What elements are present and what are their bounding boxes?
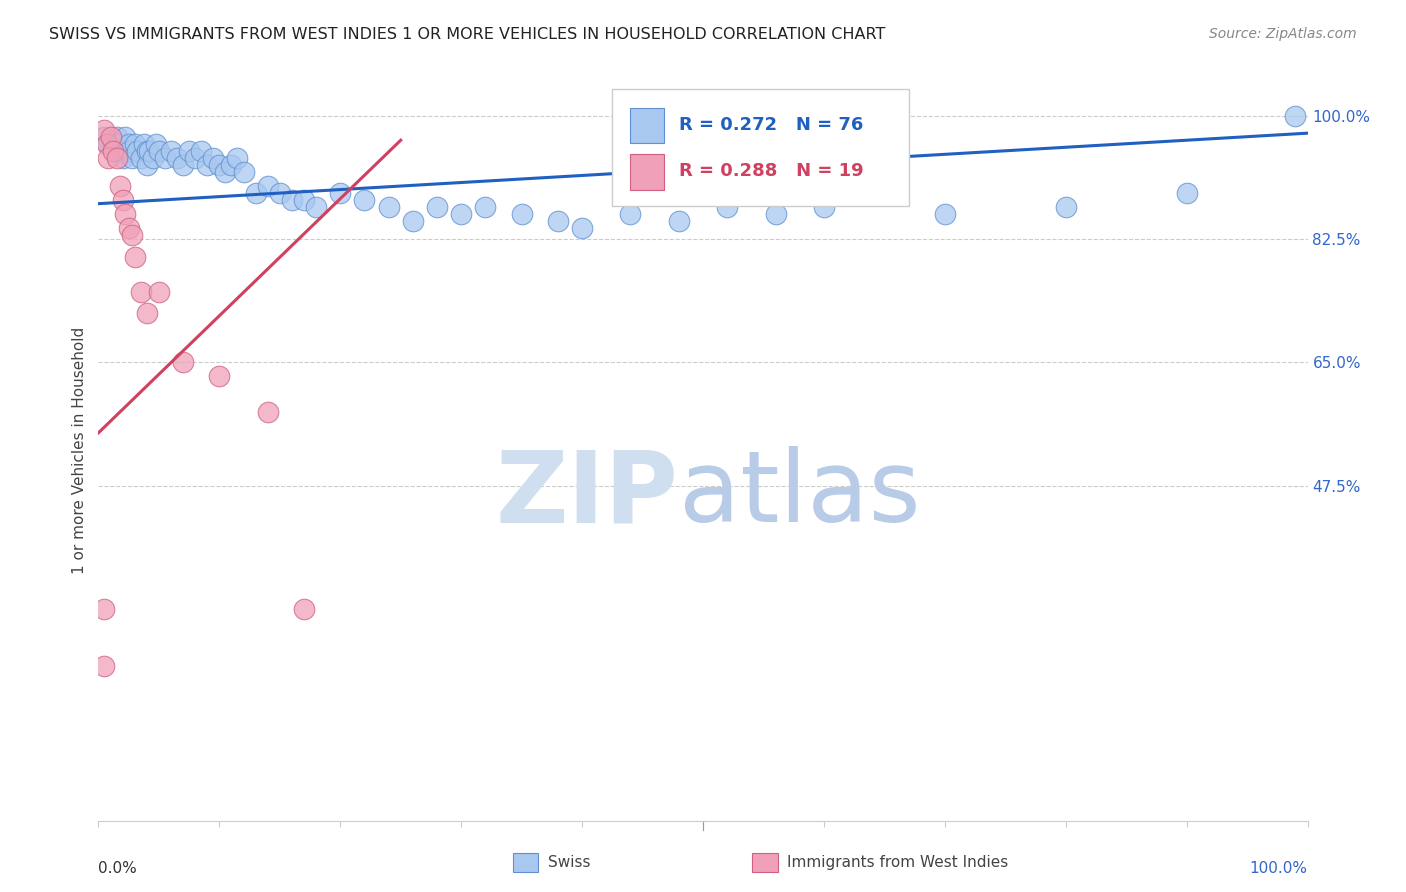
Point <box>111 193 134 207</box>
Point <box>166 151 188 165</box>
Text: ZIP: ZIP <box>496 446 679 543</box>
Point <box>114 129 136 144</box>
Point <box>97 151 120 165</box>
Point <box>1175 186 1198 200</box>
Point <box>232 165 254 179</box>
Point <box>93 602 115 616</box>
Point <box>100 129 122 144</box>
Point <box>269 186 291 200</box>
Point <box>101 136 124 151</box>
Text: R = 0.272   N = 76: R = 0.272 N = 76 <box>679 116 863 134</box>
Point <box>105 129 128 144</box>
Point <box>111 151 134 165</box>
Point <box>97 136 120 151</box>
Point <box>226 151 249 165</box>
Point <box>547 214 569 228</box>
Bar <box>513 853 538 872</box>
Point <box>118 221 141 235</box>
Text: Swiss: Swiss <box>548 855 591 870</box>
Point <box>148 285 170 299</box>
Point <box>127 144 149 158</box>
Text: atlas: atlas <box>679 446 921 543</box>
Point <box>195 158 218 172</box>
Point <box>202 151 225 165</box>
Point <box>114 207 136 221</box>
Point <box>934 207 956 221</box>
Point <box>571 221 593 235</box>
Point <box>121 228 143 243</box>
Point <box>160 144 183 158</box>
Y-axis label: 1 or more Vehicles in Household: 1 or more Vehicles in Household <box>72 326 87 574</box>
Point <box>329 186 352 200</box>
Point <box>221 158 243 172</box>
Point <box>510 207 533 221</box>
Point <box>292 193 315 207</box>
Point <box>111 144 134 158</box>
Point <box>135 158 157 172</box>
Point <box>129 151 152 165</box>
Point <box>716 200 738 214</box>
Point <box>426 200 449 214</box>
Point <box>184 151 207 165</box>
Point <box>121 151 143 165</box>
Point <box>135 306 157 320</box>
Point <box>256 405 278 419</box>
Point <box>305 200 328 214</box>
Point <box>353 193 375 207</box>
Point <box>138 144 160 158</box>
Point <box>1284 109 1306 123</box>
Point <box>105 151 128 165</box>
Point <box>668 214 690 228</box>
Point <box>450 207 472 221</box>
Point <box>1054 200 1077 214</box>
Text: R = 0.288   N = 19: R = 0.288 N = 19 <box>679 162 863 180</box>
Point <box>148 144 170 158</box>
FancyBboxPatch shape <box>630 154 664 190</box>
Point <box>134 136 156 151</box>
Point <box>96 136 118 151</box>
Point <box>208 158 231 172</box>
Point <box>142 151 165 165</box>
Point <box>256 179 278 194</box>
Point <box>108 179 131 194</box>
Text: SWISS VS IMMIGRANTS FROM WEST INDIES 1 OR MORE VEHICLES IN HOUSEHOLD CORRELATION: SWISS VS IMMIGRANTS FROM WEST INDIES 1 O… <box>49 27 886 42</box>
Text: 0.0%: 0.0% <box>98 862 138 876</box>
Point <box>172 355 194 369</box>
Point <box>292 602 315 616</box>
Text: Source: ZipAtlas.com: Source: ZipAtlas.com <box>1209 27 1357 41</box>
Point <box>179 144 201 158</box>
Point <box>93 129 115 144</box>
Point <box>172 158 194 172</box>
Point <box>619 207 641 221</box>
Bar <box>752 853 778 872</box>
Point <box>281 193 304 207</box>
Point <box>124 136 146 151</box>
Point <box>107 136 129 151</box>
Point <box>153 151 176 165</box>
Point <box>124 250 146 264</box>
Point <box>765 207 787 221</box>
Point <box>93 658 115 673</box>
Point <box>135 144 157 158</box>
Point <box>108 144 131 158</box>
Text: 100.0%: 100.0% <box>1250 862 1308 876</box>
Point <box>118 136 141 151</box>
Point <box>402 214 425 228</box>
Point <box>93 122 115 136</box>
Point <box>101 144 124 158</box>
FancyBboxPatch shape <box>613 89 908 206</box>
Point <box>813 200 835 214</box>
Point <box>145 136 167 151</box>
Point <box>474 200 496 214</box>
Point <box>118 144 141 158</box>
Text: Immigrants from West Indies: Immigrants from West Indies <box>787 855 1008 870</box>
Point <box>377 200 399 214</box>
Point <box>208 369 231 384</box>
Point <box>245 186 267 200</box>
Point <box>214 165 236 179</box>
FancyBboxPatch shape <box>630 108 664 144</box>
Point <box>129 285 152 299</box>
Point <box>190 144 212 158</box>
